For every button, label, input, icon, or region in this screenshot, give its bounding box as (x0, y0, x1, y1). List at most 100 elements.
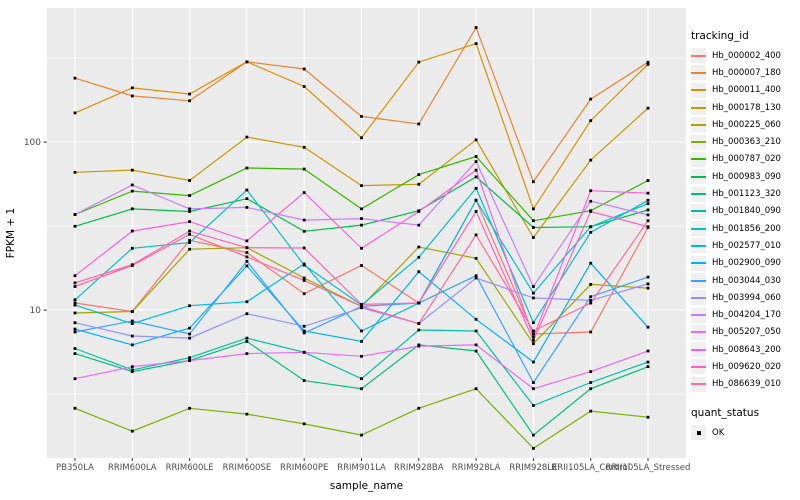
data-point-Hb_003044_030 (646, 275, 650, 279)
data-point-Hb_000007_180 (130, 94, 134, 98)
data-point-Hb_000002_400 (188, 238, 191, 242)
legend-key-swatch (691, 134, 706, 150)
data-point-Hb_001856_200 (130, 246, 134, 250)
data-point-Hb_000011_400 (130, 86, 134, 90)
data-point-Hb_003994_060 (130, 334, 134, 338)
x-tick-label: RRIM600LA (108, 463, 157, 473)
data-point-Hb_002900_090 (360, 340, 363, 343)
data-point-Hb_002577_010 (188, 304, 191, 308)
data-point-Hb_000983_090 (130, 207, 134, 211)
data-point-Hb_000983_090 (73, 224, 77, 228)
data-point-Hb_002577_010 (245, 300, 249, 304)
legend-key-point-icon (696, 430, 701, 435)
data-point-Hb_000007_180 (73, 76, 77, 80)
legend-item-label: Hb_000178_130 (712, 102, 781, 113)
legend-key-line-icon (691, 141, 706, 144)
legend-key-swatch (691, 82, 706, 98)
legend-item-label: Hb_000007_180 (712, 67, 781, 78)
data-point-Hb_000178_130 (130, 168, 134, 172)
legend-item-Hb_004204_170: Hb_004204_170 (691, 306, 799, 323)
legend-key-swatch (691, 255, 706, 271)
data-point-Hb_086639_010 (245, 255, 249, 259)
data-point-Hb_003044_030 (589, 295, 593, 299)
data-point-Hb_000983_090 (302, 229, 306, 233)
data-point-Hb_001123_320 (73, 352, 77, 356)
data-point-Hb_004204_170 (532, 285, 535, 288)
data-point-Hb_001840_090 (245, 336, 249, 340)
legend-item-label: Hb_000787_020 (712, 154, 781, 165)
data-point-Hb_001840_090 (646, 360, 650, 364)
data-point-Hb_004204_170 (646, 213, 650, 217)
plot-panel (47, 8, 686, 458)
data-point-Hb_003044_030 (532, 381, 535, 384)
data-point-Hb_000007_180 (188, 99, 191, 103)
data-point-Hb_009620_020 (302, 246, 306, 250)
legend-key-swatch (691, 117, 706, 133)
x-tick-label: RRIM600LE (166, 463, 214, 473)
data-point-Hb_009620_020 (646, 225, 650, 229)
data-point-Hb_002900_090 (245, 264, 249, 268)
data-point-Hb_004204_170 (589, 199, 593, 203)
data-point-Hb_000225_060 (302, 276, 306, 280)
data-point-Hb_000178_130 (589, 158, 593, 162)
data-point-Hb_001840_090 (474, 329, 478, 333)
legend-key-swatch (691, 221, 706, 237)
data-point-Hb_001856_200 (245, 188, 249, 192)
data-point-Hb_000011_400 (474, 42, 478, 46)
data-point-Hb_009620_020 (532, 338, 535, 342)
data-point-Hb_000787_020 (302, 167, 306, 171)
legend-key-line-icon (691, 365, 706, 368)
data-point-Hb_002900_090 (73, 327, 77, 331)
data-point-Hb_005207_050 (188, 359, 191, 362)
data-point-Hb_000787_020 (474, 155, 478, 158)
data-point-Hb_000363_210 (130, 429, 134, 433)
data-point-Hb_005207_050 (360, 354, 363, 358)
data-point-Hb_000178_130 (474, 138, 478, 142)
data-point-Hb_008643_200 (73, 274, 77, 278)
data-point-Hb_000983_090 (474, 175, 478, 179)
data-point-Hb_000363_210 (302, 422, 306, 426)
data-point-Hb_002577_010 (360, 329, 363, 333)
data-point-Hb_000225_060 (474, 256, 478, 260)
data-point-Hb_000363_210 (646, 415, 650, 419)
legend-key-line-icon (691, 193, 706, 196)
data-point-Hb_009620_020 (188, 229, 191, 233)
data-point-Hb_000787_020 (360, 207, 363, 211)
x-tick-label: RRIM901LA (337, 463, 386, 473)
data-point-Hb_008643_200 (130, 229, 134, 233)
data-point-Hb_000007_180 (360, 115, 363, 118)
data-point-Hb_004204_170 (188, 207, 191, 211)
data-point-Hb_008643_200 (360, 246, 363, 250)
data-point-Hb_002900_090 (417, 270, 421, 274)
data-point-Hb_000983_090 (188, 210, 191, 213)
legend-item-label: Hb_000363_210 (712, 137, 781, 148)
legend-tracking-items: Hb_000002_400 Hb_000007_180 Hb_000011_400 H… (691, 47, 799, 393)
legend-item-Hb_001840_090: Hb_001840_090 (691, 203, 799, 220)
data-point-Hb_009620_020 (474, 210, 478, 213)
data-point-Hb_000787_020 (188, 194, 191, 197)
data-point-Hb_002900_090 (532, 360, 535, 364)
data-point-Hb_000983_090 (532, 226, 535, 229)
data-point-Hb_005207_050 (245, 352, 249, 356)
data-point-Hb_003044_030 (474, 274, 478, 278)
data-point-Hb_009620_020 (360, 302, 363, 306)
data-point-Hb_001123_320 (302, 379, 306, 382)
data-point-Hb_002577_010 (474, 198, 478, 202)
legend-item-label: Hb_002900_090 (712, 258, 781, 269)
y-tick-label: 10 (30, 306, 42, 316)
legend-item-Hb_000007_180: Hb_000007_180 (691, 64, 799, 81)
data-point-Hb_005207_050 (130, 365, 134, 369)
data-point-Hb_086639_010 (360, 305, 363, 308)
data-point-Hb_000002_400 (360, 264, 363, 267)
data-point-Hb_002577_010 (646, 202, 650, 205)
legend-item-Hb_086639_010: Hb_086639_010 (691, 376, 799, 393)
legend-key-swatch (691, 151, 706, 167)
data-point-Hb_001123_320 (589, 387, 593, 391)
legend-item-Hb_002900_090: Hb_002900_090 (691, 255, 799, 272)
data-point-Hb_003994_060 (589, 299, 593, 302)
legend-item-label: Hb_001856_200 (712, 223, 781, 234)
data-point-Hb_009620_020 (589, 210, 593, 213)
data-point-Hb_000007_180 (646, 60, 650, 64)
data-point-Hb_008643_200 (188, 220, 191, 223)
legend-item-Hb_000178_130: Hb_000178_130 (691, 99, 799, 116)
